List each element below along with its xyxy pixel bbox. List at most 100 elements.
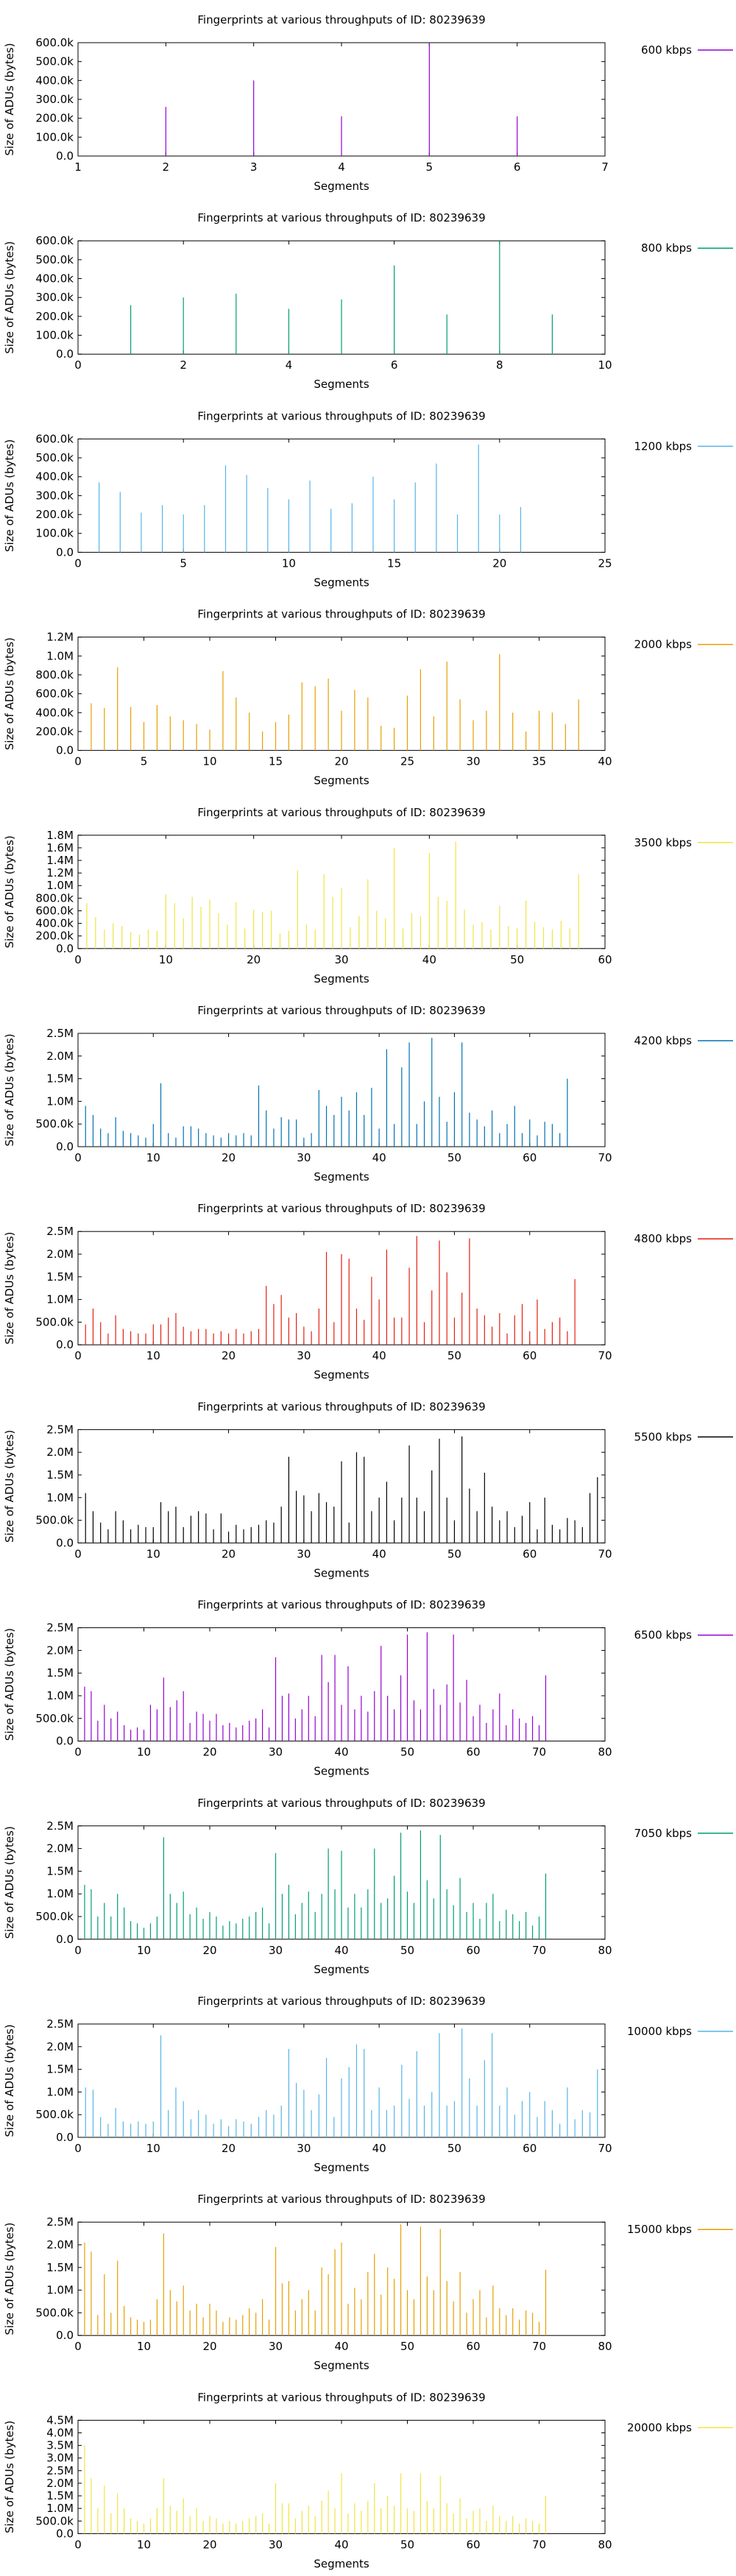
x-tick-label: 0	[74, 1151, 82, 1164]
x-tick-label: 30	[269, 1746, 283, 1759]
y-tick-label: 2.0M	[46, 1050, 74, 1063]
x-tick-label: 50	[447, 1547, 461, 1560]
y-tick-label: 1.0M	[46, 1491, 74, 1504]
x-axis-label: Segments	[314, 378, 369, 391]
y-axis-label: Size of ADUs (bytes)	[3, 439, 16, 552]
x-tick-label: 40	[372, 2142, 386, 2155]
x-tick-label: 70	[532, 2538, 546, 2551]
y-axis-label: Size of ADUs (bytes)	[3, 2421, 16, 2533]
legend-label: 600 kbps	[641, 43, 692, 57]
y-tick-label: 600.0k	[35, 904, 74, 917]
x-tick-label: 10	[146, 1349, 160, 1362]
y-tick-label: 1.8M	[46, 829, 74, 842]
chart-title: Fingerprints at various throughputs of I…	[197, 409, 485, 422]
x-tick-label: 5	[180, 556, 187, 570]
y-tick-label: 200.0k	[35, 310, 74, 323]
y-tick-label: 3.0M	[46, 2452, 74, 2465]
x-tick-label: 25	[598, 556, 612, 570]
x-tick-label: 30	[269, 2340, 283, 2353]
y-tick-label: 800.0k	[35, 891, 74, 905]
x-tick-label: 40	[422, 953, 436, 966]
y-tick-label: 0.0	[56, 347, 74, 361]
x-tick-label: 30	[466, 755, 480, 768]
legend-label: 5500 kbps	[634, 1430, 693, 1443]
y-tick-label: 400.0k	[35, 706, 74, 719]
y-tick-label: 100.0k	[35, 130, 74, 144]
x-tick-label: 3	[250, 160, 258, 174]
y-tick-label: 200.0k	[35, 508, 74, 521]
y-tick-label: 2.0M	[46, 2040, 74, 2053]
chart-panel: Fingerprints at various throughputs of I…	[3, 13, 733, 193]
y-axis-label: Size of ADUs (bytes)	[3, 835, 16, 948]
y-tick-label: 1.5M	[46, 1270, 74, 1284]
y-tick-label: 800.0k	[35, 668, 74, 682]
x-tick-label: 80	[598, 2538, 612, 2551]
y-axis-label: Size of ADUs (bytes)	[3, 1232, 16, 1345]
x-tick-label: 0	[74, 1547, 82, 1560]
y-tick-label: 2.0M	[46, 2238, 74, 2251]
legend-label: 3500 kbps	[634, 836, 693, 849]
x-tick-label: 20	[222, 1151, 236, 1164]
x-tick-label: 60	[523, 2142, 537, 2155]
x-tick-label: 20	[202, 2538, 216, 2551]
x-axis-label: Segments	[314, 576, 369, 589]
y-tick-label: 2.5M	[46, 1819, 74, 1833]
x-axis-label: Segments	[314, 2359, 369, 2372]
y-tick-label: 1.5M	[46, 2261, 74, 2274]
y-tick-label: 500.0k	[35, 1712, 74, 1725]
x-tick-label: 2	[163, 160, 170, 174]
y-tick-label: 600.0k	[35, 36, 74, 49]
x-tick-label: 70	[598, 2142, 612, 2155]
x-axis-label: Segments	[314, 774, 369, 788]
x-tick-label: 80	[598, 1746, 612, 1759]
y-tick-label: 4.5M	[46, 2413, 74, 2427]
y-tick-label: 400.0k	[35, 272, 74, 286]
y-tick-label: 1.6M	[46, 841, 74, 854]
chart-panel: Fingerprints at various throughputs of I…	[3, 1202, 733, 1381]
x-tick-label: 10	[137, 1746, 151, 1759]
x-tick-label: 20	[222, 1349, 236, 1362]
x-tick-label: 50	[400, 1746, 414, 1759]
y-tick-label: 1.0M	[46, 1293, 74, 1306]
y-tick-label: 600.0k	[35, 687, 74, 701]
chart-panel: Fingerprints at various throughputs of I…	[3, 2391, 733, 2570]
y-axis-label: Size of ADUs (bytes)	[3, 1033, 16, 1146]
chart-title: Fingerprints at various throughputs of I…	[197, 1599, 485, 1612]
x-tick-label: 70	[532, 1746, 546, 1759]
x-tick-label: 70	[598, 1547, 612, 1560]
x-tick-label: 0	[74, 1349, 82, 1362]
y-tick-label: 1.5M	[46, 1468, 74, 1482]
legend-label: 4800 kbps	[634, 1232, 693, 1245]
y-tick-label: 500.0k	[35, 1315, 74, 1328]
x-tick-label: 0	[74, 1944, 82, 1957]
x-tick-label: 60	[466, 2538, 480, 2551]
y-tick-label: 500.0k	[35, 55, 74, 68]
chart-title: Fingerprints at various throughputs of I…	[197, 2193, 485, 2206]
legend-label: 7050 kbps	[634, 1827, 693, 1840]
x-tick-label: 60	[466, 1944, 480, 1957]
y-tick-label: 500.0k	[35, 1117, 74, 1130]
y-tick-label: 500.0k	[35, 451, 74, 464]
y-tick-label: 0.0	[56, 1735, 74, 1748]
y-tick-label: 500.0k	[35, 2306, 74, 2319]
y-axis-label: Size of ADUs (bytes)	[3, 1826, 16, 1939]
chart-panel: Fingerprints at various throughputs of I…	[3, 1400, 733, 1579]
x-tick-label: 40	[372, 1349, 386, 1362]
chart-panel: Fingerprints at various throughputs of I…	[3, 409, 733, 589]
y-tick-label: 2.5M	[46, 2464, 74, 2477]
y-tick-label: 500.0k	[35, 2514, 74, 2527]
x-axis-label: Segments	[314, 1368, 369, 1381]
y-tick-label: 1.2M	[46, 631, 74, 644]
x-axis-label: Segments	[314, 2557, 369, 2570]
x-tick-label: 1	[74, 160, 82, 174]
x-tick-label: 30	[269, 2538, 283, 2551]
legend-label: 15000 kbps	[627, 2223, 692, 2236]
x-tick-label: 10	[146, 1547, 160, 1560]
plot-frame	[77, 438, 606, 553]
x-tick-label: 70	[532, 2340, 546, 2353]
chart-title: Fingerprints at various throughputs of I…	[197, 211, 485, 224]
x-tick-label: 40	[334, 2538, 348, 2551]
x-tick-label: 30	[334, 953, 348, 966]
x-tick-label: 10	[146, 2142, 160, 2155]
